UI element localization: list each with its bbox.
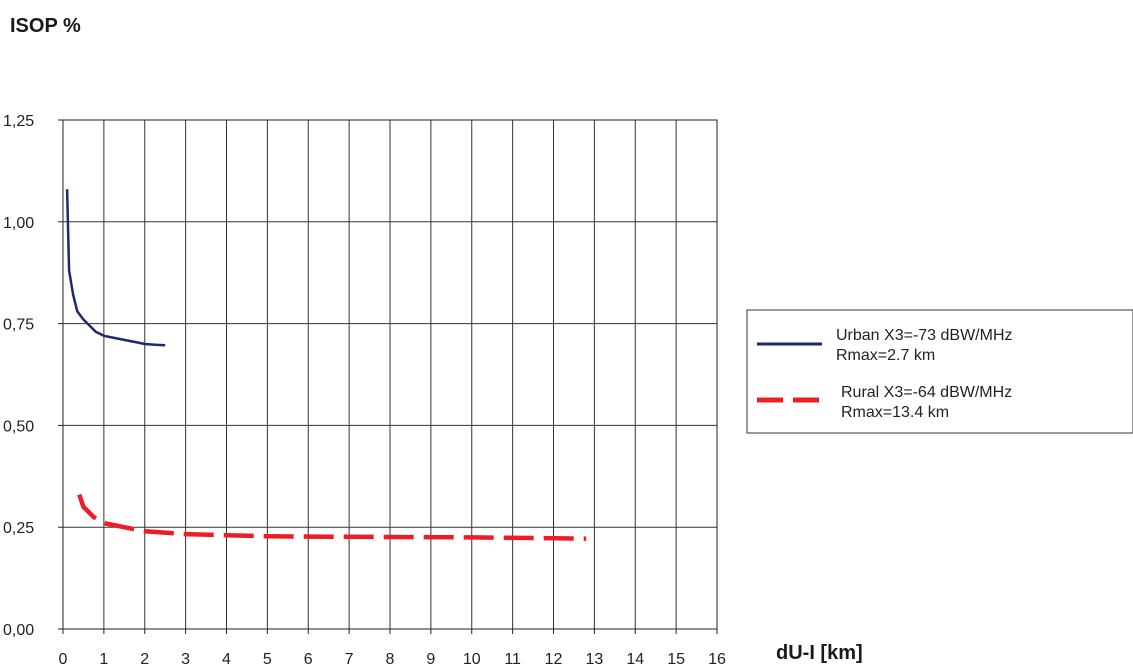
x-tick-label: 14 <box>626 651 644 668</box>
x-tick-label: 16 <box>708 651 726 668</box>
x-tick-label: 2 <box>140 651 149 668</box>
x-tick-label: 3 <box>181 651 190 668</box>
y-tick-label: 1,25 <box>3 113 34 130</box>
x-tick-label: 8 <box>386 651 395 668</box>
y-axis-title: ISOP % <box>10 15 81 37</box>
x-tick-label: 1 <box>99 651 108 668</box>
legend-sublabel-urban: Rmax=2.7 km <box>836 347 935 364</box>
legend-label-urban: Urban X3=-73 dBW/MHz <box>836 327 1013 344</box>
x-tick-label: 7 <box>345 651 354 668</box>
legend: Urban X3=-73 dBW/MHz Rmax=2.7 km Rural X… <box>746 309 1133 434</box>
x-tick-label: 5 <box>263 651 272 668</box>
x-tick-label: 13 <box>585 651 603 668</box>
x-tick-label: 6 <box>304 651 313 668</box>
series-line-rural <box>77 493 587 541</box>
series-line-urban <box>65 189 166 347</box>
legend-box <box>746 309 1133 434</box>
x-tick-label: 0 <box>59 651 68 668</box>
x-tick-labels: 0 1 2 3 4 5 6 7 8 9 10 11 12 13 14 15 16 <box>59 629 726 668</box>
x-tick-label: 12 <box>545 651 563 668</box>
y-tick-label: 0,50 <box>3 418 34 435</box>
x-tick-label: 11 <box>504 651 521 668</box>
y-tick-labels: 0,00 0,25 0,50 0,75 1,00 1,25 <box>3 113 63 639</box>
y-tick-label: 1,00 <box>3 215 34 232</box>
grid <box>63 120 717 629</box>
y-tick-label: 0,75 <box>3 317 34 334</box>
x-tick-label: 9 <box>426 651 435 668</box>
x-axis-title: dU-I [km] <box>776 642 863 664</box>
x-tick-label: 4 <box>222 651 231 668</box>
x-tick-label: 10 <box>463 651 481 668</box>
y-tick-label: 0,00 <box>3 622 34 639</box>
legend-sublabel-rural: Rmax=13.4 km <box>841 404 949 421</box>
y-tick-label: 0,25 <box>3 520 34 537</box>
legend-label-rural: Rural X3=-64 dBW/MHz <box>841 384 1012 401</box>
series-lines <box>65 189 587 541</box>
x-tick-label: 15 <box>667 651 685 668</box>
